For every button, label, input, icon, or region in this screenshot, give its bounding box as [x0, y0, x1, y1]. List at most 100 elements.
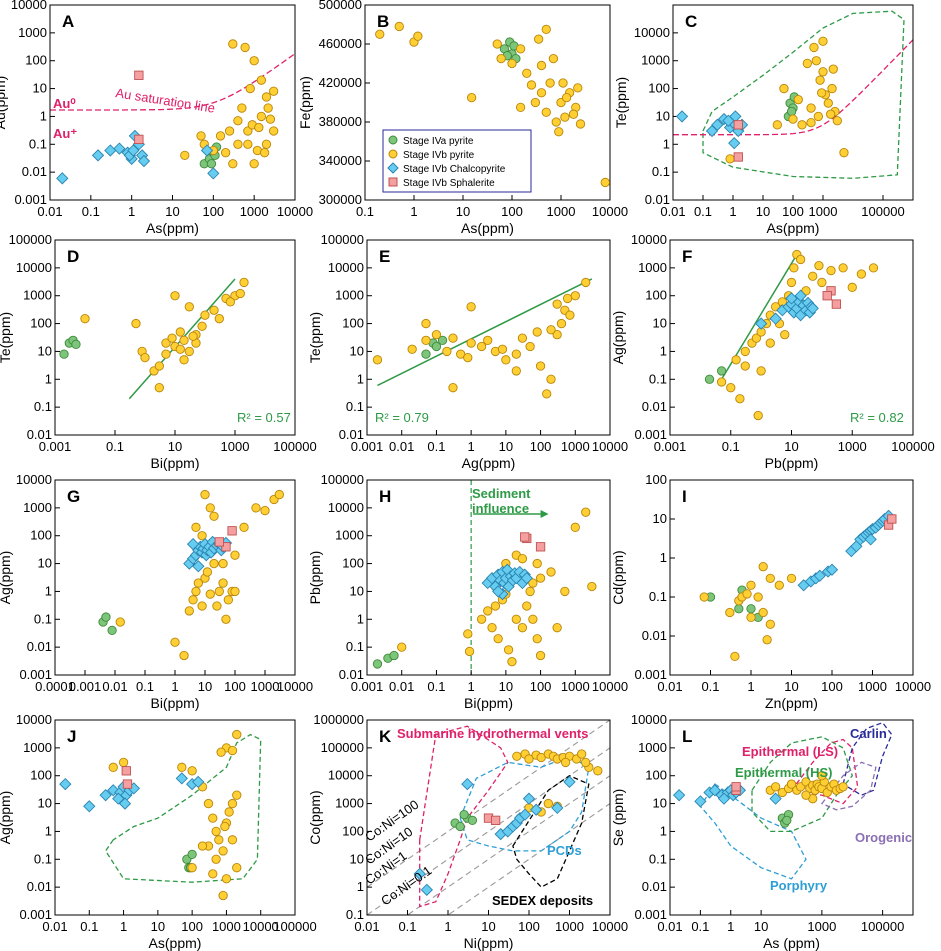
y-tick: 0.1	[34, 851, 60, 866]
y-tick-label: 1	[660, 823, 667, 838]
x-tick: 0.001	[39, 430, 71, 454]
data-point	[823, 98, 833, 108]
y-tick-label: 460000	[319, 36, 362, 51]
data-point	[795, 254, 806, 265]
data-point	[536, 60, 547, 71]
annotation-label: Sediment	[472, 486, 531, 501]
data-point	[196, 131, 206, 141]
x-tick: 0.1	[427, 430, 445, 454]
data-point	[815, 75, 825, 85]
y-tick: 1000	[23, 288, 60, 303]
overlay-K	[367, 720, 610, 915]
y-tick: 10	[350, 583, 372, 598]
data-point	[437, 335, 448, 345]
x-tick-label: 0.1	[722, 439, 740, 454]
x-tick-label: 1000	[240, 204, 269, 219]
x-tick: 1	[128, 195, 135, 219]
data-point	[542, 389, 552, 399]
x-tick: 100	[518, 910, 540, 934]
y-tick: 420000	[319, 75, 370, 90]
data-point	[56, 172, 69, 185]
y-tick: 100	[342, 316, 372, 331]
x-tick: 0.01	[660, 195, 686, 219]
data-point	[806, 103, 816, 113]
data-point	[774, 580, 784, 590]
axes-frame	[366, 479, 611, 676]
data-point	[118, 797, 132, 810]
annotation-label: R² = 0.57	[237, 410, 291, 425]
y-tick-label: 1	[660, 343, 667, 358]
data-point	[200, 489, 210, 500]
x-tick: 0.1	[106, 430, 124, 454]
y-tick-label: 10	[653, 511, 667, 526]
x-tick: 1	[444, 910, 452, 934]
x-tick-label: 10	[198, 679, 212, 694]
data-point	[551, 801, 564, 815]
data-point	[221, 614, 231, 624]
legend-marker	[388, 135, 398, 145]
data-point	[856, 269, 867, 279]
y-tick: 10000	[16, 712, 60, 727]
data-point	[779, 83, 789, 94]
y-tick-label: 100	[645, 288, 667, 303]
x-tick: 100	[530, 670, 551, 694]
data-point	[431, 330, 442, 340]
x-tick: 100	[202, 195, 224, 219]
data-point	[772, 120, 782, 130]
overlay-H	[470, 480, 549, 675]
data-point	[546, 374, 556, 384]
panel-J: 0.01 0.1 1 10 100 1000 100001000000.0010.010.1…	[0, 712, 317, 951]
data-point	[511, 614, 521, 624]
y-axis-label: Te(ppm)	[613, 77, 629, 128]
data-point	[209, 511, 219, 521]
y-tick-label: 0.1	[34, 399, 52, 414]
data-point	[864, 533, 877, 546]
y-tick-label: 0.001	[19, 907, 52, 922]
x-tick-label: 10	[168, 439, 182, 454]
data-point	[546, 567, 556, 577]
x-tick-label: 10000	[592, 439, 628, 454]
data-point	[826, 109, 836, 119]
x-tick-label: 1	[468, 679, 475, 694]
data-point	[420, 883, 433, 896]
data-point	[561, 92, 572, 103]
data-point	[154, 383, 164, 393]
data-point	[522, 601, 532, 611]
data-point	[809, 42, 819, 53]
data-point	[814, 261, 824, 271]
overlay-A	[50, 53, 295, 111]
data-point	[186, 537, 200, 551]
data-point	[161, 349, 171, 359]
x-tick-label: 100000	[861, 919, 904, 934]
x-tick-label: 10	[151, 919, 165, 934]
panel-H: 0.001 0.01 0.1 1 10 100 1000 100000.010.1110100…	[307, 472, 628, 711]
y-tick: 1	[45, 823, 60, 838]
data-point	[179, 355, 189, 365]
data-point	[496, 53, 506, 64]
y-tick-label: 0.1	[34, 611, 52, 626]
x-tick-label: 100	[501, 204, 523, 219]
x-tick: 1	[410, 195, 418, 219]
y-tick-label: 1000	[638, 740, 667, 755]
x-tick-label: 1000	[858, 679, 887, 694]
data-point	[407, 344, 417, 354]
y-tick: 1000000	[313, 712, 372, 727]
x-tick: 1000	[561, 430, 590, 454]
x-tick-label: 0.1	[106, 439, 124, 454]
data-point	[497, 344, 508, 354]
data-point	[797, 120, 807, 130]
x-tick-label: 0.01	[42, 919, 67, 934]
annotation-label: Au saturation line	[115, 85, 217, 116]
x-tick: 0.001	[69, 670, 101, 694]
x-tick: 1	[468, 430, 475, 454]
data-point	[733, 120, 743, 130]
x-tick-label: 10000	[592, 204, 628, 219]
y-tick: 0.01	[339, 427, 372, 442]
field-outline	[820, 761, 877, 811]
x-axis-label: Zn(ppm)	[765, 695, 818, 711]
annotation-label: Au⁺	[53, 126, 77, 141]
y-tick: 10000	[16, 260, 60, 275]
data-point	[512, 751, 522, 761]
x-tick: 1000	[555, 910, 584, 934]
data-point	[711, 118, 724, 131]
